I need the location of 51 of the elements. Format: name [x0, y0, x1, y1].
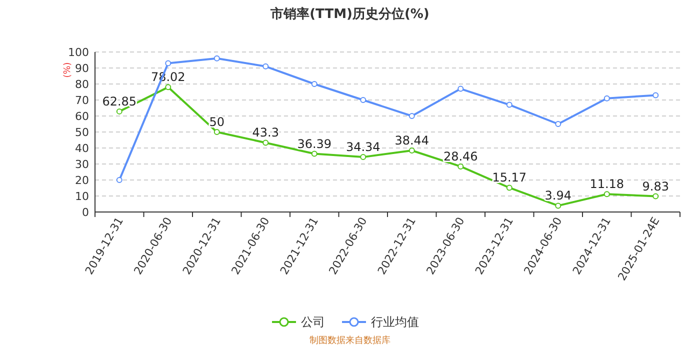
- chart-title: 市销率(TTM)历史分位(%): [270, 6, 430, 22]
- y-tick-label: 80: [75, 78, 89, 91]
- y-tick-label: 100: [68, 46, 89, 59]
- y-tick-label: 60: [75, 110, 89, 123]
- data-label: 9.83: [642, 179, 669, 194]
- point: [214, 129, 220, 135]
- data-label: 62.85: [102, 94, 137, 108]
- data-label: 38.44: [394, 133, 430, 148]
- data-label: 11.18: [590, 177, 624, 192]
- point: [262, 140, 269, 146]
- point: [458, 86, 464, 92]
- y-tick-label: 0: [82, 206, 89, 219]
- point: [458, 163, 464, 170]
- point: [311, 150, 318, 157]
- text: 制图数据来自数据库: [310, 335, 390, 346]
- point: [311, 81, 318, 87]
- data-label: 36.39: [297, 136, 332, 151]
- point: [555, 121, 562, 127]
- y-tick-label: 40: [75, 142, 89, 155]
- y-tick-label: 10: [75, 190, 89, 203]
- legend-label: 公司: [301, 315, 325, 329]
- y-tick-label: 30: [75, 158, 89, 171]
- point: [604, 191, 610, 198]
- point: [652, 92, 659, 98]
- point: [506, 184, 512, 191]
- y-tick-label: 20: [75, 174, 89, 187]
- point: [262, 63, 269, 70]
- point: [116, 108, 122, 114]
- point: [604, 95, 610, 102]
- legend-label: 行业均值: [371, 315, 419, 329]
- point: [165, 60, 172, 66]
- data-label: 3.94: [544, 188, 572, 203]
- point: [652, 193, 659, 200]
- data-label: 15.17: [492, 170, 527, 185]
- data-label: 34.34: [346, 140, 380, 154]
- point: [360, 154, 366, 160]
- point: [408, 113, 415, 119]
- y-tick-label: 90: [75, 62, 89, 75]
- point: [408, 147, 415, 154]
- point: [506, 102, 512, 108]
- data-label: 28.46: [443, 149, 478, 164]
- y-tick-label: 70: [75, 94, 89, 107]
- point: [555, 202, 562, 209]
- point: [116, 177, 122, 183]
- point: [214, 55, 220, 62]
- data-label: 43.3: [252, 126, 279, 140]
- data-label: 50: [209, 115, 225, 129]
- point: [360, 97, 366, 103]
- y-axis-title: (%): [63, 62, 73, 78]
- y-tick-label: 50: [75, 126, 89, 139]
- point: [165, 84, 172, 90]
